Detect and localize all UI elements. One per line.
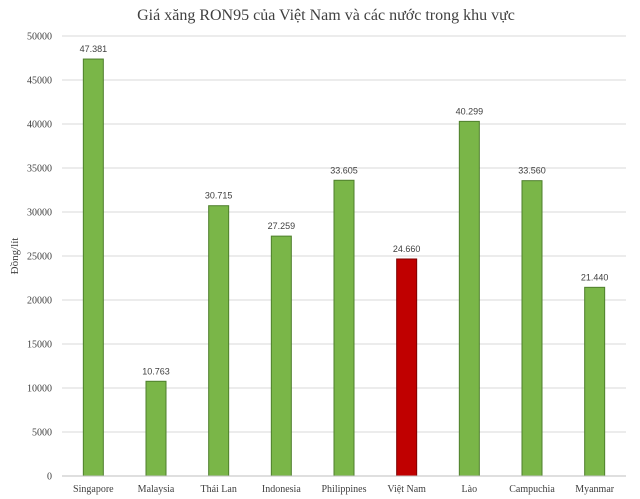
y-tick-label: 35000 <box>27 164 52 175</box>
y-tick-label: 25000 <box>27 252 52 263</box>
y-axis-ticks: 0 5000 10000 15000 20000 25000 30000 35000 40000… <box>27 32 52 483</box>
y-tick-label: 30000 <box>27 208 52 219</box>
bar-philippines <box>333 179 355 477</box>
x-tick-label: Việt Nam <box>387 484 426 495</box>
data-label: 33.605 <box>330 165 358 175</box>
x-tick-label: Indonesia <box>262 484 301 495</box>
x-tick-label: Malaysia <box>138 484 175 495</box>
bar-singapore <box>82 58 104 477</box>
bar-lào <box>458 120 480 477</box>
x-tick-label: Singapore <box>73 484 114 495</box>
data-label: 27.259 <box>268 221 296 231</box>
y-tick-label: 50000 <box>27 32 52 43</box>
data-label: 24.660 <box>393 244 421 254</box>
bar-indonesia <box>270 235 292 477</box>
bar-thái-lan <box>208 205 230 477</box>
y-tick-label: 15000 <box>27 340 52 351</box>
bar-myanmar <box>584 286 606 477</box>
data-labels: 47.381 10.763 30.715 27.259 33.605 24.660 40.2… <box>80 44 609 376</box>
y-tick-label: 5000 <box>32 428 52 439</box>
y-tick-label: 10000 <box>27 384 52 395</box>
y-tick-label: 40000 <box>27 120 52 131</box>
bar-malaysia <box>145 380 167 477</box>
y-tick-label: 45000 <box>27 76 52 87</box>
y-tick-label: 0 <box>47 472 52 483</box>
x-tick-label: Lào <box>462 484 478 495</box>
bar-việt-nam <box>396 258 418 477</box>
x-tick-label: Thái Lan <box>200 484 236 495</box>
data-label: 30.715 <box>205 191 233 201</box>
bar-campuchia <box>521 180 543 477</box>
data-label: 10.763 <box>142 366 170 376</box>
bars <box>82 58 606 477</box>
x-tick-label: Philippines <box>321 484 366 495</box>
y-tick-label: 20000 <box>27 296 52 307</box>
data-label: 40.299 <box>456 106 484 116</box>
x-tick-label: Myanmar <box>575 484 615 495</box>
data-label: 33.560 <box>518 166 546 176</box>
data-label: 21.440 <box>581 272 609 282</box>
data-label: 47.381 <box>80 44 108 54</box>
y-axis-label: Đồng/lít <box>9 238 21 275</box>
x-tick-label: Campuchia <box>509 484 555 495</box>
chart-title: Giá xăng RON95 của Việt Nam và các nước … <box>137 7 515 24</box>
x-axis-ticks: Singapore Malaysia Thái Lan Indonesia Philip… <box>73 484 615 495</box>
